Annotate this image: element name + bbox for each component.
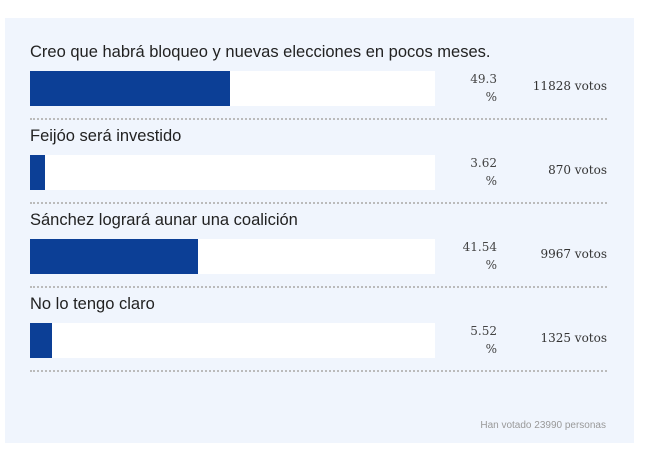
total-votes: Han votado 23990 personas [480,420,606,431]
percent-value: 5.52 [470,324,497,338]
option-percent: 41.54% [440,238,497,274]
option-votes: 11828 votos [532,79,607,93]
poll-option: No lo tengo claro 5.52% 1325 votos [30,294,607,378]
option-label: Feijóo será investido [30,127,182,145]
result-bar-fill [30,239,199,274]
poll-option: Creo que habrá bloqueo y nuevas eleccion… [30,42,607,126]
divider [30,370,607,372]
divider [30,286,607,288]
percent-symbol: % [485,342,497,356]
result-bar [30,71,435,106]
option-votes: 1325 votos [540,331,607,345]
poll-option: Sánchez logrará aunar una coalición 41.5… [30,210,607,294]
result-bar [30,323,435,358]
percent-value: 41.54 [462,240,497,254]
percent-symbol: % [485,258,497,272]
option-percent: 5.52% [440,322,497,358]
option-label: Sánchez logrará aunar una coalición [30,211,298,229]
result-bar-fill [30,323,53,358]
option-percent: 3.62% [440,154,497,190]
percent-symbol: % [485,174,497,188]
option-votes: 870 votos [548,163,607,177]
poll-results-panel: Creo que habrá bloqueo y nuevas eleccion… [5,18,634,443]
percent-value: 3.62 [470,156,497,170]
percent-value: 49.3 [470,72,497,86]
option-label: Creo que habrá bloqueo y nuevas eleccion… [30,43,491,61]
option-label: No lo tengo claro [30,295,155,313]
option-percent: 49.3% [440,70,497,106]
option-votes: 9967 votos [540,247,607,261]
divider [30,202,607,204]
result-bar [30,239,435,274]
divider [30,118,607,120]
result-bar-fill [30,155,45,190]
percent-symbol: % [485,90,497,104]
poll-option: Feijóo será investido 3.62% 870 votos [30,126,607,210]
result-bar-fill [30,71,230,106]
result-bar [30,155,435,190]
